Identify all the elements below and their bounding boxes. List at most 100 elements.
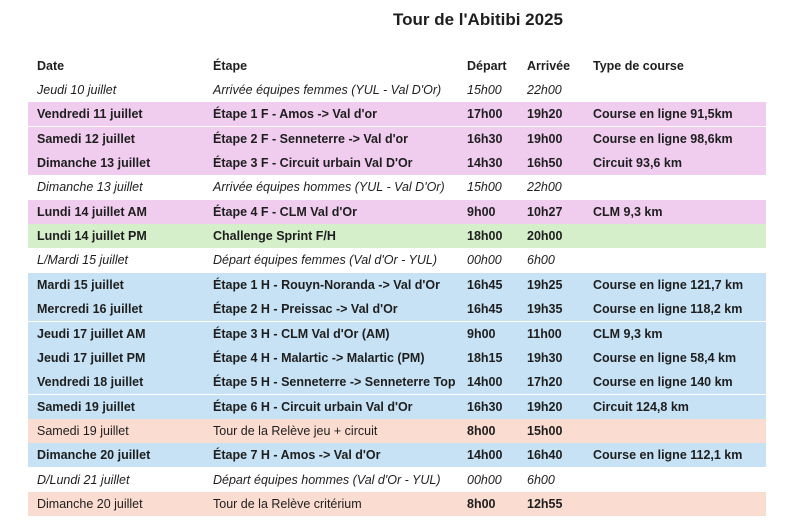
- table-cell: Étape 2 F - Senneterre -> Val d'or: [213, 131, 409, 146]
- table-cell: 18h15: [467, 350, 503, 365]
- table-cell: Tour de la Relève critérium: [213, 496, 362, 511]
- table-row: Lundi 14 juillet PM Challenge Sprint F/H 1…: [28, 224, 766, 249]
- table-cell: Vendredi 18 juillet: [37, 375, 144, 390]
- table-cell: Étape 4 H - Malartic -> Malartic (PM): [213, 350, 425, 365]
- table-cell: Jeudi 10 juillet: [37, 83, 117, 97]
- table-cell: CLM 9,3 km: [593, 204, 663, 219]
- table-cell: Étape 3 F - Circuit urbain Val D'Or: [213, 156, 413, 171]
- table-cell: Mardi 15 juillet: [37, 277, 124, 292]
- table-row: Dimanche 13 juillet Arrivée équipes homme…: [28, 175, 766, 200]
- table-cell: 8h00: [467, 423, 496, 438]
- header-cell: Type de course: [593, 59, 684, 73]
- table-cell: 22h00: [527, 83, 562, 97]
- table-cell: 9h00: [467, 326, 496, 341]
- table-cell: 19h20: [527, 107, 563, 122]
- table-cell: CLM 9,3 km: [593, 326, 663, 341]
- table-cell: Jeudi 17 juillet AM: [37, 326, 146, 341]
- table-row: Jeudi 17 juillet AM Étape 3 H - CLM Val d…: [28, 321, 766, 346]
- table-row: Jeudi 17 juillet PM Étape 4 H - Malartic …: [28, 345, 766, 370]
- header-cell: Arrivée: [527, 59, 571, 73]
- table-cell: Circuit 93,6 km: [593, 156, 682, 171]
- table-cell: 16h45: [467, 302, 503, 317]
- table-cell: 8h00: [467, 496, 496, 511]
- table-cell: 22h00: [527, 180, 562, 195]
- table-cell: 15h00: [527, 423, 563, 438]
- table-cell: 00h00: [467, 253, 502, 268]
- table-cell: 15h00: [467, 83, 502, 97]
- table-row: Lundi 14 juillet AM Étape 4 F - CLM Val d…: [28, 199, 766, 224]
- table-cell: 17h00: [467, 107, 503, 122]
- table-cell: 19h00: [527, 131, 563, 146]
- table-cell: Étape 7 H - Amos -> Val d'Or: [213, 448, 381, 463]
- table-cell: L/Mardi 15 juillet: [37, 253, 129, 268]
- table-cell: Course en ligne 121,7 km: [593, 277, 744, 292]
- table-cell: Arrivée équipes femmes (YUL - Val D'Or): [213, 83, 442, 97]
- table-row: Vendredi 18 juillet Étape 5 H - Senneterr…: [28, 370, 766, 395]
- table-cell: Lundi 14 juillet AM: [37, 204, 147, 219]
- table-cell: 6h00: [527, 253, 555, 268]
- table-cell: 9h00: [467, 204, 496, 219]
- table-cell: 11h00: [527, 326, 562, 341]
- table-cell: 19h20: [527, 399, 563, 414]
- table-cell: Samedi 19 juillet: [37, 399, 135, 414]
- table-cell: 20h00: [527, 229, 563, 244]
- table-row: Jeudi 10 juillet Arrivée équipes femmes (…: [28, 78, 766, 102]
- table-cell: 16h40: [527, 448, 563, 463]
- table-row: L/Mardi 15 juillet Départ équipes femmes …: [28, 248, 766, 273]
- table-cell: Course en ligne 91,5km: [593, 107, 733, 122]
- table-row: Samedi 19 juillet Étape 6 H - Circuit urb…: [28, 394, 766, 419]
- table-cell: Lundi 14 juillet PM: [37, 229, 147, 244]
- title: Tour de l'Abitibi 2025: [393, 10, 563, 29]
- table-cell: Mercredi 16 juillet: [37, 302, 143, 317]
- table-cell: D/Lundi 21 juillet: [37, 472, 130, 487]
- table-cell: Jeudi 17 juillet PM: [37, 350, 146, 365]
- table-cell: Dimanche 20 juillet: [37, 496, 143, 511]
- table-cell: Vendredi 11 juillet: [37, 107, 143, 122]
- table-cell: Étape 1 F - Amos -> Val d'or: [213, 107, 378, 122]
- table-row: Mercredi 16 juillet Étape 2 H - Preissac …: [28, 297, 766, 322]
- table-cell: Dimanche 13 juillet: [37, 180, 143, 195]
- table-cell: 16h50: [527, 156, 563, 171]
- table-cell: Dimanche 13 juillet: [37, 156, 151, 171]
- table-cell: Course en ligne 140 km: [593, 375, 733, 390]
- table-cell: 12h55: [527, 496, 563, 511]
- table-cell: 16h45: [467, 277, 503, 292]
- table-cell: Course en ligne 98,6km: [593, 131, 733, 146]
- table-cell: 14h00: [467, 448, 503, 463]
- table-row: Dimanche 20 juillet Étape 7 H - Amos -> V…: [28, 443, 766, 468]
- table-cell: Étape 1 H - Rouyn-Noranda -> Val d'Or: [213, 277, 440, 292]
- table-cell: Course en ligne 118,2 km: [593, 302, 743, 317]
- table-cell: Étape 4 F - CLM Val d'Or: [213, 204, 357, 219]
- table-cell: 14h00: [467, 375, 503, 390]
- table-cell: 10h27: [527, 204, 563, 219]
- table-cell: Dimanche 20 juillet: [37, 448, 151, 463]
- table-cell: Départ équipes femmes (Val d'Or - YUL): [213, 253, 437, 268]
- table-row: Samedi 19 juillet Tour de la Relève jeu +…: [28, 418, 766, 443]
- table-cell: 16h30: [467, 131, 503, 146]
- table-cell: 16h30: [467, 399, 503, 414]
- table-row: Dimanche 20 juillet Tour de la Relève cri…: [28, 491, 766, 516]
- table-row: Vendredi 11 juillet Étape 1 F - Amos -> V…: [28, 102, 766, 127]
- table-cell: Étape 6 H - Circuit urbain Val d'Or: [213, 399, 413, 414]
- table-cell: 19h35: [527, 302, 563, 317]
- table-cell: 19h25: [527, 277, 563, 292]
- table-cell: Étape 5 H - Senneterre -> Senneterre Top: [213, 375, 456, 390]
- table-cell: Course en ligne 112,1 km: [593, 448, 743, 463]
- table-cell: Tour de la Relève jeu + circuit: [213, 423, 378, 438]
- table-row: Mardi 15 juillet Étape 1 H - Rouyn-Norand…: [28, 272, 766, 297]
- table-cell: 00h00: [467, 472, 502, 487]
- table-row: D/Lundi 21 juillet Départ équipes hommes …: [28, 467, 766, 492]
- table-cell: Étape 2 H - Preissac -> Val d'Or: [213, 302, 398, 317]
- table-cell: Départ équipes hommes (Val d'Or - YUL): [213, 472, 441, 487]
- table-row: Samedi 12 juillet Étape 2 F - Senneterre …: [28, 126, 766, 151]
- table-cell: Arrivée équipes hommes (YUL - Val D'Or): [213, 180, 445, 195]
- header-cell: Étape: [213, 59, 248, 73]
- header-cell: Date: [37, 59, 65, 73]
- table-cell: 6h00: [527, 472, 555, 487]
- table-header: Date Étape Départ Arrivée Type de course: [28, 54, 766, 78]
- table-cell: 15h00: [467, 180, 502, 195]
- table-cell: 17h20: [527, 375, 563, 390]
- table-cell: Challenge Sprint F/H: [213, 229, 336, 244]
- table-cell: 19h30: [527, 350, 563, 365]
